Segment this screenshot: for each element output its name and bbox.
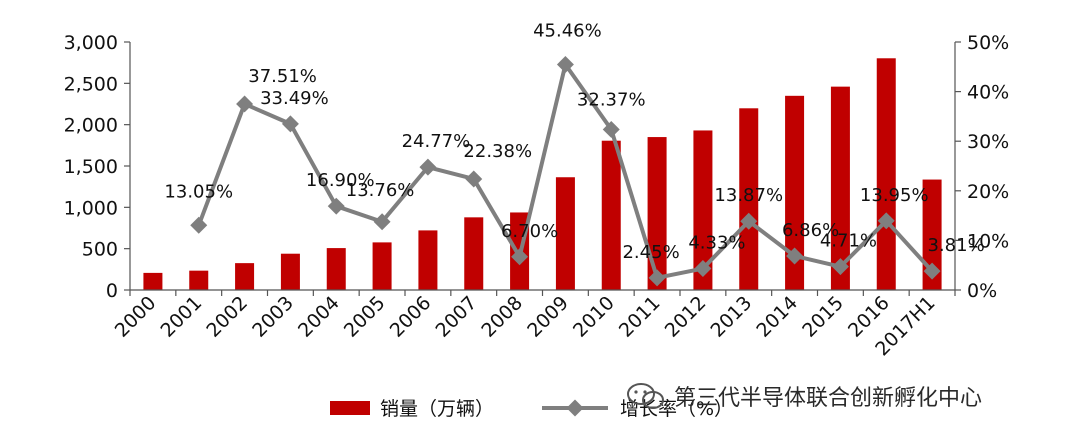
- bar-2009: [555, 177, 575, 290]
- x-tick-label-2014: 2014: [752, 292, 802, 342]
- y-left-tick-label: 0: [106, 280, 118, 302]
- legend-item-growth: 增长率（%）: [540, 394, 733, 421]
- growth-marker-2003: [281, 115, 299, 133]
- x-tick-label-2004: 2004: [294, 292, 344, 342]
- chart: 0 500 1,000 1,500 2,000 2,500 3,000 0% 10% 20% 30%…: [64, 21, 1010, 361]
- x-tick-label-2011: 2011: [615, 292, 665, 342]
- growth-marker-2005: [373, 213, 391, 231]
- data-label-2015: 4.71%: [820, 231, 877, 252]
- growth-marker-2002: [236, 95, 254, 113]
- growth-marker-2009: [556, 56, 574, 74]
- data-label-2005: 13.76%: [346, 180, 415, 201]
- y-left-tick-label: 1,500: [64, 156, 118, 178]
- bar-2006: [418, 230, 438, 290]
- data-label-2006: 24.77%: [402, 131, 471, 152]
- growth-marker-2006: [419, 158, 437, 176]
- x-tick-label-2005: 2005: [340, 292, 390, 342]
- y-left-tick-label: 1,000: [64, 197, 118, 219]
- bar-2001: [189, 270, 209, 290]
- growth-marker-2015: [831, 258, 849, 276]
- line-layer: [190, 56, 941, 287]
- y-left-tick-label: 2,500: [64, 73, 118, 95]
- bar-2012: [693, 130, 713, 290]
- bar-2000: [143, 272, 163, 290]
- bar-2011: [647, 137, 667, 290]
- y-right-tick-label: 30%: [967, 131, 1009, 153]
- data-label-2002: 37.51%: [248, 66, 317, 87]
- x-tick-label-2001: 2001: [157, 292, 207, 342]
- x-tick-label-2013: 2013: [707, 292, 757, 342]
- x-tick-label-2000: 2000: [111, 292, 161, 342]
- bars-layer: [143, 58, 942, 290]
- growth-marker-2013: [740, 212, 758, 230]
- bar-2004: [326, 248, 346, 290]
- bar-2010: [601, 140, 621, 290]
- data-label-2004: 16.90%: [306, 170, 375, 191]
- bar-2013: [739, 108, 759, 290]
- data-label-2012: 4.33%: [688, 233, 745, 254]
- x-tick-label-2009: 2009: [523, 292, 573, 342]
- bar-2017H1: [922, 179, 942, 290]
- data-label-2016: 13.95%: [860, 185, 929, 206]
- x-tick-label-2007: 2007: [432, 292, 482, 342]
- x-tick-label-2003: 2003: [248, 292, 298, 342]
- growth-marker-2011: [648, 269, 666, 287]
- legend: 销量（万辆） 增长率（%）: [0, 388, 1080, 428]
- bar-2002: [235, 263, 255, 290]
- bar-2016: [876, 58, 896, 290]
- y-right-tick-label: 0%: [967, 280, 997, 302]
- growth-marker-2008: [511, 248, 529, 266]
- y-left-tick-label: 2,000: [64, 115, 118, 137]
- bar-2014: [785, 95, 805, 290]
- bar-2007: [464, 217, 484, 290]
- watermark-text: 第三代半导体联合创新孵化中心: [674, 386, 983, 411]
- growth-marker-2012: [694, 260, 712, 278]
- x-tick-label-2015: 2015: [798, 292, 848, 342]
- x-tick-label-2012: 2012: [661, 292, 711, 342]
- watermark: 第三代半导体联合创新孵化中心: [626, 380, 982, 412]
- x-tick-label-2008: 2008: [477, 292, 527, 342]
- data-label-2014: 6.86%: [782, 220, 839, 241]
- growth-marker-2014: [786, 247, 804, 265]
- legend-item-sales: 销量（万辆）: [330, 394, 494, 421]
- y-right-tick-label: 40%: [967, 82, 1009, 104]
- y-right-tick-label: 20%: [967, 181, 1009, 203]
- growth-marker-2016: [877, 212, 895, 230]
- data-label-2017H1: 3.81%: [927, 235, 984, 256]
- y-right-tick-label: 50%: [967, 32, 1009, 54]
- growth-marker-2017H1: [923, 262, 941, 280]
- legend-label-growth: 增长率（%）: [620, 398, 734, 420]
- data-label-2011: 2.45%: [622, 242, 679, 263]
- data-label-2003: 33.49%: [260, 88, 329, 109]
- data-label-2007: 22.38%: [463, 141, 532, 162]
- bar-2005: [372, 242, 392, 290]
- growth-marker-2004: [327, 197, 345, 215]
- data-label-2008: 6.70%: [501, 221, 558, 242]
- bar-2003: [280, 253, 300, 290]
- y-left-tick-label: 500: [82, 239, 118, 261]
- x-tick-label-2002: 2002: [202, 292, 252, 342]
- data-label-2009: 45.46%: [533, 21, 602, 42]
- legend-label-sales: 销量（万辆）: [380, 398, 495, 420]
- y-right-tick-label: 10%: [967, 230, 1009, 252]
- data-label-2013: 13.87%: [714, 185, 783, 206]
- wechat-icon: [627, 383, 664, 409]
- labels-layer: 13.05% 37.51%33.49% 16.90%13.76% 24.77%22.3…: [164, 21, 984, 263]
- x-tick-label-2010: 2010: [569, 292, 619, 342]
- x-tick-label-2006: 2006: [386, 292, 436, 342]
- data-label-2001: 13.05%: [164, 181, 233, 202]
- y-left-tick-label: 3,000: [64, 32, 118, 54]
- legend-swatch-bar: [330, 400, 370, 415]
- bar-2015: [830, 86, 850, 290]
- growth-marker-2007: [465, 170, 483, 188]
- growth-marker-2001: [190, 216, 208, 234]
- legend-swatch-line: [542, 399, 608, 416]
- data-label-2010: 32.37%: [577, 89, 646, 110]
